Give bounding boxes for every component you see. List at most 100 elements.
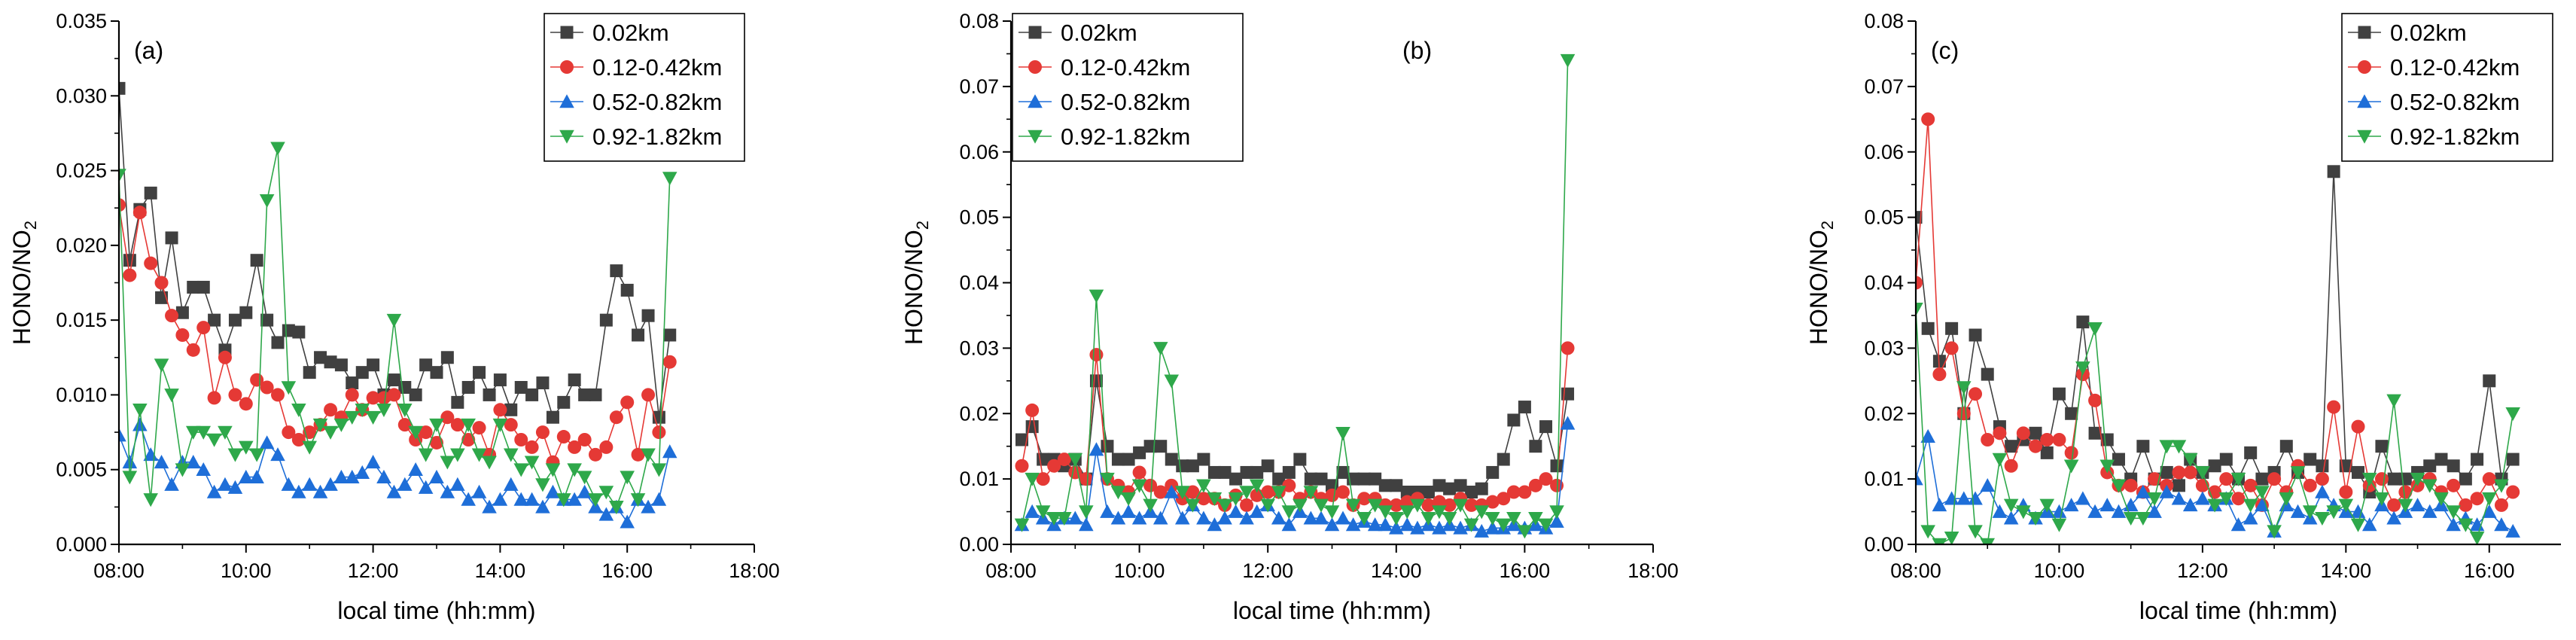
data-point-b-1-25 — [1282, 478, 1296, 492]
data-point-a-2-18 — [302, 477, 317, 491]
data-point-a-1-26 — [387, 388, 401, 402]
data-point-c-1-47 — [2470, 492, 2484, 506]
data-point-b-1-6 — [1079, 472, 1093, 486]
data-point-a-2-34 — [471, 484, 487, 498]
data-point-b-0-20 — [1229, 472, 1243, 486]
data-point-c-0-45 — [2447, 459, 2460, 473]
series-c-1 — [1916, 112, 2520, 512]
data-point-c-3-0 — [1916, 302, 1923, 317]
y-tick-label-a-4: 0.020 — [56, 234, 107, 257]
data-point-a-2-14 — [259, 435, 275, 450]
data-point-c-3-5 — [1968, 525, 1983, 539]
data-point-a-3-13 — [249, 448, 264, 462]
data-point-a-1-48 — [620, 395, 635, 410]
data-point-c-3-34 — [2315, 511, 2330, 526]
data-point-c-0-31 — [2279, 440, 2293, 453]
data-point-b-3-19 — [1217, 498, 1232, 513]
data-point-b-1-36 — [1400, 495, 1414, 509]
data-point-a-3-26 — [386, 313, 402, 328]
data-point-b-2-21 — [1239, 510, 1254, 525]
data-point-a-0-18 — [303, 366, 316, 379]
data-point-a-0-8 — [196, 280, 210, 294]
data-point-b-0-35 — [1390, 479, 1403, 492]
data-point-a-3-20 — [323, 425, 338, 440]
data-point-c-3-18 — [2123, 511, 2139, 526]
data-point-a-0-24 — [367, 358, 380, 372]
data-point-c-0-22 — [2172, 479, 2185, 492]
legend-label-c-3: 0.92-1.82km — [2390, 123, 2520, 150]
data-point-a-0-3 — [144, 186, 157, 200]
legend-label-c-1: 0.12-0.42km — [2390, 54, 2520, 81]
legend-label-a-0: 0.02km — [592, 20, 669, 46]
data-point-b-3-12 — [1143, 498, 1158, 513]
data-point-a-3-7 — [185, 425, 201, 440]
data-point-b-1-2 — [1036, 472, 1050, 486]
data-point-b-3-11 — [1131, 479, 1147, 493]
y-axis-title-main-a: HONO/NO — [8, 230, 35, 345]
data-point-b-0-32 — [1357, 472, 1371, 486]
x-tick-label-a-2: 12:00 — [348, 559, 399, 582]
data-point-c-1-40 — [2387, 498, 2401, 512]
data-point-c-1-27 — [2231, 492, 2246, 506]
data-point-a-2-17 — [291, 484, 306, 498]
data-point-c-2-37 — [2350, 504, 2366, 518]
data-point-b-0-48 — [1529, 440, 1542, 453]
data-point-b-0-24 — [1272, 472, 1286, 486]
legend-label-b-1: 0.12-0.42km — [1061, 54, 1190, 81]
data-point-b-0-40 — [1443, 482, 1457, 495]
data-point-c-1-6 — [1981, 433, 1995, 446]
x-axis-title-b: local time (hh:mm) — [1233, 597, 1431, 624]
x-tick-label-b-2: 12:00 — [1242, 559, 1293, 582]
data-point-b-1-16 — [1186, 485, 1200, 499]
data-point-c-2-0 — [1916, 471, 1923, 486]
data-point-c-2-42 — [2410, 498, 2425, 512]
data-point-b-3-18 — [1207, 492, 1223, 506]
data-point-c-3-22 — [2171, 440, 2187, 454]
data-point-a-2-23 — [355, 465, 370, 479]
data-point-c-2-27 — [2230, 517, 2246, 532]
data-point-a-2-25 — [376, 469, 391, 483]
y-tick-label-a-2: 0.010 — [56, 383, 107, 406]
data-point-c-2-22 — [2171, 491, 2187, 505]
data-point-b-1-40 — [1442, 498, 1457, 512]
data-point-b-2-18 — [1207, 517, 1223, 532]
data-point-c-3-19 — [2136, 511, 2151, 526]
data-point-b-3-41 — [1453, 498, 1468, 513]
legend-marker-b-2 — [1028, 94, 1043, 108]
data-point-b-3-44 — [1484, 511, 1500, 526]
data-point-a-3-2 — [132, 403, 148, 418]
series-a-3 — [119, 142, 677, 515]
data-point-b-0-9 — [1111, 453, 1125, 466]
x-tick-label-a-3: 14:00 — [475, 559, 526, 582]
data-point-a-0-11 — [228, 313, 242, 327]
x-tick-label-b-5: 18:00 — [1628, 559, 1679, 582]
data-point-c-2-48 — [2482, 504, 2497, 518]
data-point-a-3-3 — [143, 493, 158, 507]
data-point-a-0-22 — [346, 376, 359, 390]
data-point-c-0-5 — [1969, 328, 1982, 342]
data-point-a-2-4 — [154, 455, 169, 469]
data-point-a-2-40 — [535, 499, 550, 514]
data-point-c-3-41 — [2398, 498, 2413, 513]
y-tick-label-c-5: 0.05 — [1864, 206, 1904, 229]
data-point-c-3-17 — [2111, 479, 2127, 493]
data-point-c-3-23 — [2182, 453, 2198, 467]
data-point-a-3-36 — [492, 418, 508, 432]
x-tick-label-a-1: 10:00 — [221, 559, 272, 582]
data-point-c-2-17 — [2111, 504, 2127, 518]
data-point-a-2-28 — [408, 462, 423, 477]
data-point-a-2-38 — [513, 492, 529, 506]
data-point-c-2-50 — [2505, 523, 2520, 538]
data-point-a-1-34 — [472, 421, 486, 435]
data-point-a-0-32 — [451, 395, 464, 409]
data-point-a-1-28 — [409, 433, 423, 446]
y-tick-label-b-2: 0.02 — [959, 402, 999, 425]
legend-label-a-3: 0.92-1.82km — [592, 123, 722, 150]
y-tick-label-a-5: 0.025 — [56, 160, 107, 182]
data-point-a-2-37 — [503, 477, 519, 491]
data-point-c-0-11 — [2040, 446, 2054, 459]
legend-marker-c-1 — [2358, 60, 2371, 74]
data-point-b-0-13 — [1154, 440, 1168, 453]
data-point-c-2-3 — [1944, 491, 1959, 505]
data-point-a-3-35 — [482, 456, 497, 470]
